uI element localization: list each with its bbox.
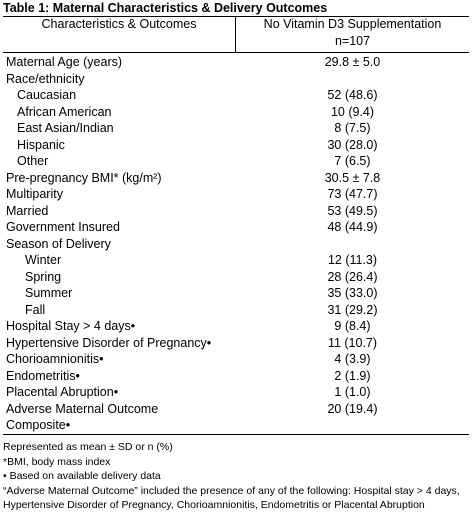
table-row: Season of Delivery [3, 236, 469, 253]
row-value: 48 (44.9) [327, 220, 378, 234]
table-row: Spring 28 (26.4) [3, 269, 469, 286]
column-header-group: No Vitamin D3 Supplementation n=107 [236, 16, 469, 50]
bottom-rule [3, 434, 469, 435]
row-label: Hospital Stay > 4 days• [6, 319, 136, 333]
row-value: 30 (28.0) [327, 137, 378, 152]
row-value: 8 (7.5) [334, 121, 371, 135]
row-value: 11 (10.7) [327, 335, 378, 350]
row-value: 12 (11.3) [327, 253, 378, 267]
table-row: Winter 12 (11.3) [3, 252, 469, 269]
table-body: Maternal Age (years) 29.8 ± 5.0 Race/ethni… [3, 54, 469, 434]
row-label: Season of Delivery [6, 236, 111, 251]
row-label: Winter [25, 253, 62, 267]
row-value: 7 (6.5) [334, 154, 371, 168]
row-label: Race/ethnicity [6, 71, 85, 86]
row-value: 2 (1.9) [334, 368, 371, 383]
top-rule [3, 16, 469, 17]
table-row: Hispanic 30 (28.0) [3, 137, 469, 154]
row-value: 1 (1.0) [334, 385, 371, 399]
footnote: • Based on available delivery data [3, 470, 161, 482]
row-value: 28 (26.4) [327, 269, 378, 284]
table-row: Fall 31 (29.2) [3, 302, 469, 319]
table-row: Composite• [3, 417, 469, 434]
row-value: 30.5 ± 7.8 [324, 170, 381, 185]
row-label: Endometritis• [6, 368, 80, 383]
table-row: African American 10 (9.4) [3, 104, 469, 121]
table-row: East Asian/Indian 8 (7.5) [3, 120, 469, 137]
row-label: Other [17, 154, 49, 168]
table-row: Summer 35 (33.0) [3, 285, 469, 302]
table-title: Table 1: Maternal Characteristics & Deli… [3, 1, 328, 15]
column-header-group-title: No Vitamin D3 Supplementation [263, 17, 442, 31]
table-row: Placental Abruption• 1 (1.0) [3, 384, 469, 401]
row-label: Married [6, 203, 49, 218]
row-label: Summer [25, 286, 73, 300]
table-footnotes: Represented as mean ± SD or n (%) *BMI, b… [3, 440, 471, 513]
table-row: Hypertensive Disorder of Pregnancy• 11 (1… [3, 335, 469, 352]
row-label: Composite• [6, 418, 71, 432]
row-value: 31 (29.2) [327, 302, 378, 317]
table-row: Other 7 (6.5) [3, 153, 469, 170]
table-row: Pre-pregnancy BMI* (kg/m²) 30.5 ± 7.8 [3, 170, 469, 187]
row-label: Maternal Age (years) [6, 55, 123, 69]
row-label: Chorioamnionitis• [6, 352, 104, 366]
row-value: 9 (8.4) [334, 319, 371, 333]
row-label: Pre-pregnancy BMI* (kg/m²) [6, 170, 162, 185]
row-value: 53 (49.5) [327, 203, 378, 218]
footnote: Represented as mean ± SD or n (%) [3, 441, 173, 453]
row-label: Adverse Maternal Outcome [6, 401, 159, 416]
table-row: Maternal Age (years) 29.8 ± 5.0 [3, 54, 469, 71]
table-row: Chorioamnionitis• 4 (3.9) [3, 351, 469, 368]
table-row: Endometritis• 2 (1.9) [3, 368, 469, 385]
row-label: Fall [25, 302, 46, 317]
row-label: Government Insured [6, 220, 120, 234]
header-divider [235, 16, 236, 52]
row-value: 10 (9.4) [330, 104, 375, 119]
row-value: 52 (48.6) [327, 88, 378, 102]
table-row: Hospital Stay > 4 days• 9 (8.4) [3, 318, 469, 335]
row-value: 29.8 ± 5.0 [324, 55, 381, 69]
row-label: East Asian/Indian [17, 121, 114, 135]
column-header-group-n: n=107 [334, 34, 371, 48]
row-label: Spring [25, 269, 62, 284]
table-row: Multiparity 73 (47.7) [3, 186, 469, 203]
row-label: Caucasian [17, 88, 77, 102]
table-row: Caucasian 52 (48.6) [3, 87, 469, 104]
row-value: 20 (19.4) [327, 401, 378, 416]
row-value: 73 (47.7) [327, 187, 378, 201]
table-row: Adverse Maternal Outcome 20 (19.4) [3, 401, 469, 418]
row-value: 4 (3.9) [334, 352, 371, 366]
column-header-characteristics: Characteristics & Outcomes [41, 17, 197, 31]
table-row: Married 53 (49.5) [3, 203, 469, 220]
footnote: “Adverse Maternal Outcome” included the … [3, 484, 460, 512]
row-label: African American [17, 104, 112, 119]
footnote: *BMI, body mass index [3, 455, 111, 468]
table-row: Government Insured 48 (44.9) [3, 219, 469, 236]
header-rule [3, 52, 469, 53]
table-row: Race/ethnicity [3, 71, 469, 88]
row-label: Placental Abruption• [6, 385, 119, 399]
row-label: Hypertensive Disorder of Pregnancy• [6, 335, 212, 350]
row-label: Multiparity [6, 187, 63, 201]
row-value: 35 (33.0) [327, 286, 378, 300]
row-label: Hispanic [17, 137, 65, 152]
